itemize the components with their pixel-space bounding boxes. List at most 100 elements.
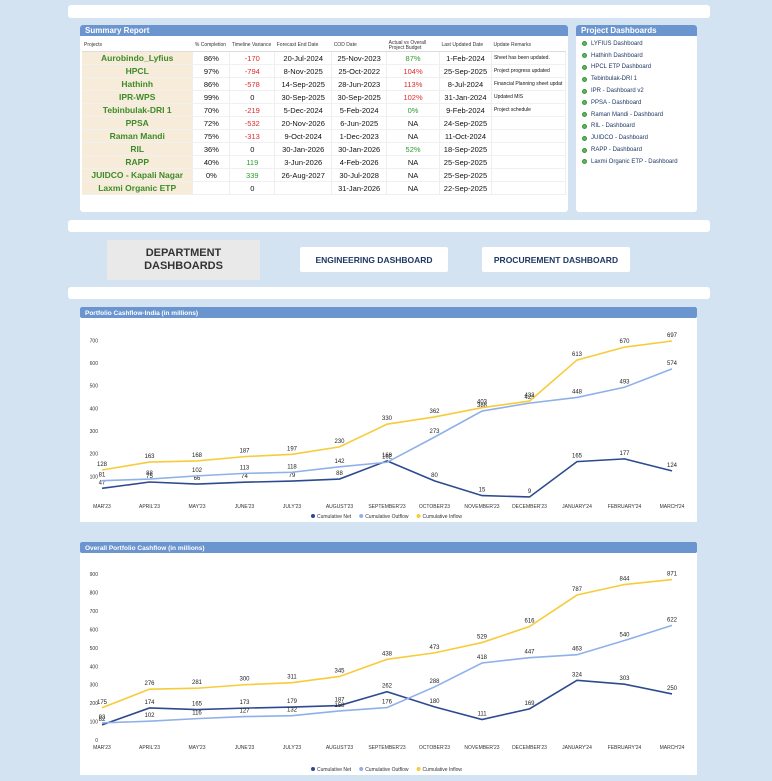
dashboard-link[interactable]: Hathinh Dashboard bbox=[576, 50, 697, 62]
legend-swatch bbox=[311, 767, 315, 771]
x-tick-label: APRIL'23 bbox=[139, 504, 160, 510]
data-label: 9 bbox=[528, 489, 532, 495]
legend-swatch bbox=[359, 514, 364, 518]
data-label: 311 bbox=[287, 675, 297, 681]
y-tick-label: 500 bbox=[90, 646, 99, 652]
dashboard-link[interactable]: Tebinbulak-DRI 1 bbox=[576, 73, 697, 85]
table-cell: 20-Jul-2024 bbox=[274, 51, 333, 65]
data-label: 165 bbox=[192, 702, 203, 708]
data-label: 697 bbox=[667, 333, 678, 339]
x-tick-label: SEPTEMBER'23 bbox=[368, 504, 406, 510]
data-label: 128 bbox=[97, 462, 108, 468]
table-cell: 26-Aug-2027 bbox=[274, 168, 333, 182]
x-tick-label: MAY'23 bbox=[189, 745, 206, 751]
table-cell: 86% bbox=[192, 51, 231, 65]
table-cell: NA bbox=[386, 181, 440, 195]
table-cell: 30-Jan-2026 bbox=[331, 142, 388, 156]
table-cell: 3-Jun-2026 bbox=[274, 155, 333, 169]
x-tick-label: DECEMBER'23 bbox=[512, 504, 547, 510]
link-text: RAPP - Dashboard bbox=[591, 147, 642, 154]
link-icon bbox=[582, 76, 587, 82]
data-label: 158 bbox=[334, 703, 345, 709]
procurement-button[interactable]: PROCUREMENT DASHBOARD bbox=[482, 247, 630, 272]
y-tick-label: 600 bbox=[90, 361, 99, 367]
data-label: 345 bbox=[334, 668, 345, 674]
link-icon bbox=[582, 100, 587, 106]
y-tick-label: 700 bbox=[90, 609, 99, 615]
link-text: RIL - Dashboard bbox=[591, 123, 635, 130]
x-tick-label: JULY'23 bbox=[283, 745, 302, 751]
table-cell: Aurobindo_Lyfius bbox=[82, 51, 194, 65]
table-cell: 25-Sep-2025 bbox=[439, 168, 492, 182]
table-cell: 75% bbox=[192, 129, 231, 143]
dashboard-link[interactable]: JUIDCO - Dashboard bbox=[576, 132, 697, 144]
table-cell: HPCL bbox=[82, 64, 194, 78]
link-icon bbox=[582, 159, 587, 165]
dashboard-link[interactable]: Laxmi Organic ETP - Dashboard bbox=[576, 156, 697, 168]
legend-swatch bbox=[311, 514, 315, 518]
series-line bbox=[101, 340, 673, 471]
table-cell: 0 bbox=[229, 181, 276, 195]
panel-title: Summary Report bbox=[80, 25, 568, 36]
dashboard-link[interactable]: IPR - Dashboard v2 bbox=[576, 85, 697, 97]
column-header: Update Remarks bbox=[491, 40, 566, 52]
x-tick-label: JULY'23 bbox=[283, 504, 302, 510]
data-label: 388 bbox=[477, 403, 488, 409]
table-cell: 30-Jan-2026 bbox=[274, 142, 333, 156]
table-cell: 1-Dec-2023 bbox=[331, 129, 388, 143]
dashboard-link[interactable]: Raman Mandi - Dashboard bbox=[576, 109, 697, 121]
table-cell: RIL bbox=[82, 142, 194, 156]
chart-header bbox=[80, 542, 697, 553]
table-cell: Project schedule bbox=[491, 103, 567, 117]
dashboard-link[interactable]: LYFIUS Dashboard bbox=[576, 38, 697, 50]
table-cell: 52% bbox=[386, 142, 440, 156]
link-text: Raman Mandi - Dashboard bbox=[591, 111, 664, 118]
data-label: 173 bbox=[239, 700, 250, 706]
department-button[interactable]: DEPARTMENT DASHBOARDS bbox=[107, 240, 260, 280]
link-text: IPR - Dashboard v2 bbox=[591, 88, 644, 95]
dashboard-link[interactable]: HPCL ETP Dashboard bbox=[576, 62, 697, 74]
data-label: 362 bbox=[429, 409, 440, 415]
data-label: 844 bbox=[619, 577, 630, 583]
link-icon bbox=[582, 41, 587, 47]
data-label: 622 bbox=[667, 617, 678, 623]
table-cell: -219 bbox=[229, 103, 276, 117]
data-label: 463 bbox=[572, 647, 583, 653]
table-cell: 20-Nov-2026 bbox=[274, 116, 333, 130]
data-label: 493 bbox=[619, 379, 630, 385]
table-cell: 40% bbox=[192, 155, 231, 169]
chart: Overall Portfolio Cashflow (in millions)… bbox=[80, 542, 697, 775]
data-label: 187 bbox=[334, 698, 345, 704]
dashboard-link[interactable]: PPSA - Dashboard bbox=[576, 97, 697, 109]
data-label: 176 bbox=[382, 700, 393, 706]
legend-swatch bbox=[416, 767, 421, 771]
chart: Portfolio Cashflow-India (in millions) 10… bbox=[80, 307, 697, 522]
table-cell: 0 bbox=[229, 90, 276, 104]
x-tick-label: JANUARY'24 bbox=[562, 504, 592, 510]
dashboard-link[interactable]: RIL - Dashboard bbox=[576, 121, 697, 133]
table-cell: NA bbox=[386, 155, 440, 169]
dashboard-link[interactable]: RAPP - Dashboard bbox=[576, 144, 697, 156]
x-tick-label: MAR'23 bbox=[93, 745, 111, 751]
table-cell: 31-Jan-2024 bbox=[439, 90, 492, 104]
x-tick-label: NOVEMBER'23 bbox=[464, 504, 499, 510]
data-label: 177 bbox=[619, 451, 630, 457]
table-cell: 0% bbox=[192, 168, 231, 182]
table-cell: 30-Jul-2028 bbox=[331, 168, 388, 182]
engineering-button[interactable]: ENGINEERING DASHBOARD bbox=[300, 247, 448, 272]
top-bar bbox=[68, 5, 710, 18]
table-cell bbox=[491, 129, 567, 143]
table-cell: 97% bbox=[192, 64, 231, 78]
table-cell: 70% bbox=[192, 103, 231, 117]
table-cell: 30-Sep-2025 bbox=[274, 90, 333, 104]
table-cell: Raman Mandi bbox=[82, 129, 194, 143]
y-tick-label: 300 bbox=[90, 429, 99, 435]
data-label: 118 bbox=[287, 464, 297, 470]
data-label: 250 bbox=[667, 686, 678, 692]
series-line bbox=[101, 458, 673, 498]
data-label: 113 bbox=[240, 465, 250, 471]
data-label: 230 bbox=[334, 439, 345, 445]
data-label: 616 bbox=[524, 619, 535, 625]
table-row: PPSA 72% -532 20-Nov-2026 6-Jun-2025 NA 24-Sep… bbox=[82, 116, 567, 130]
table-cell: 28-Jun-2023 bbox=[331, 77, 388, 91]
